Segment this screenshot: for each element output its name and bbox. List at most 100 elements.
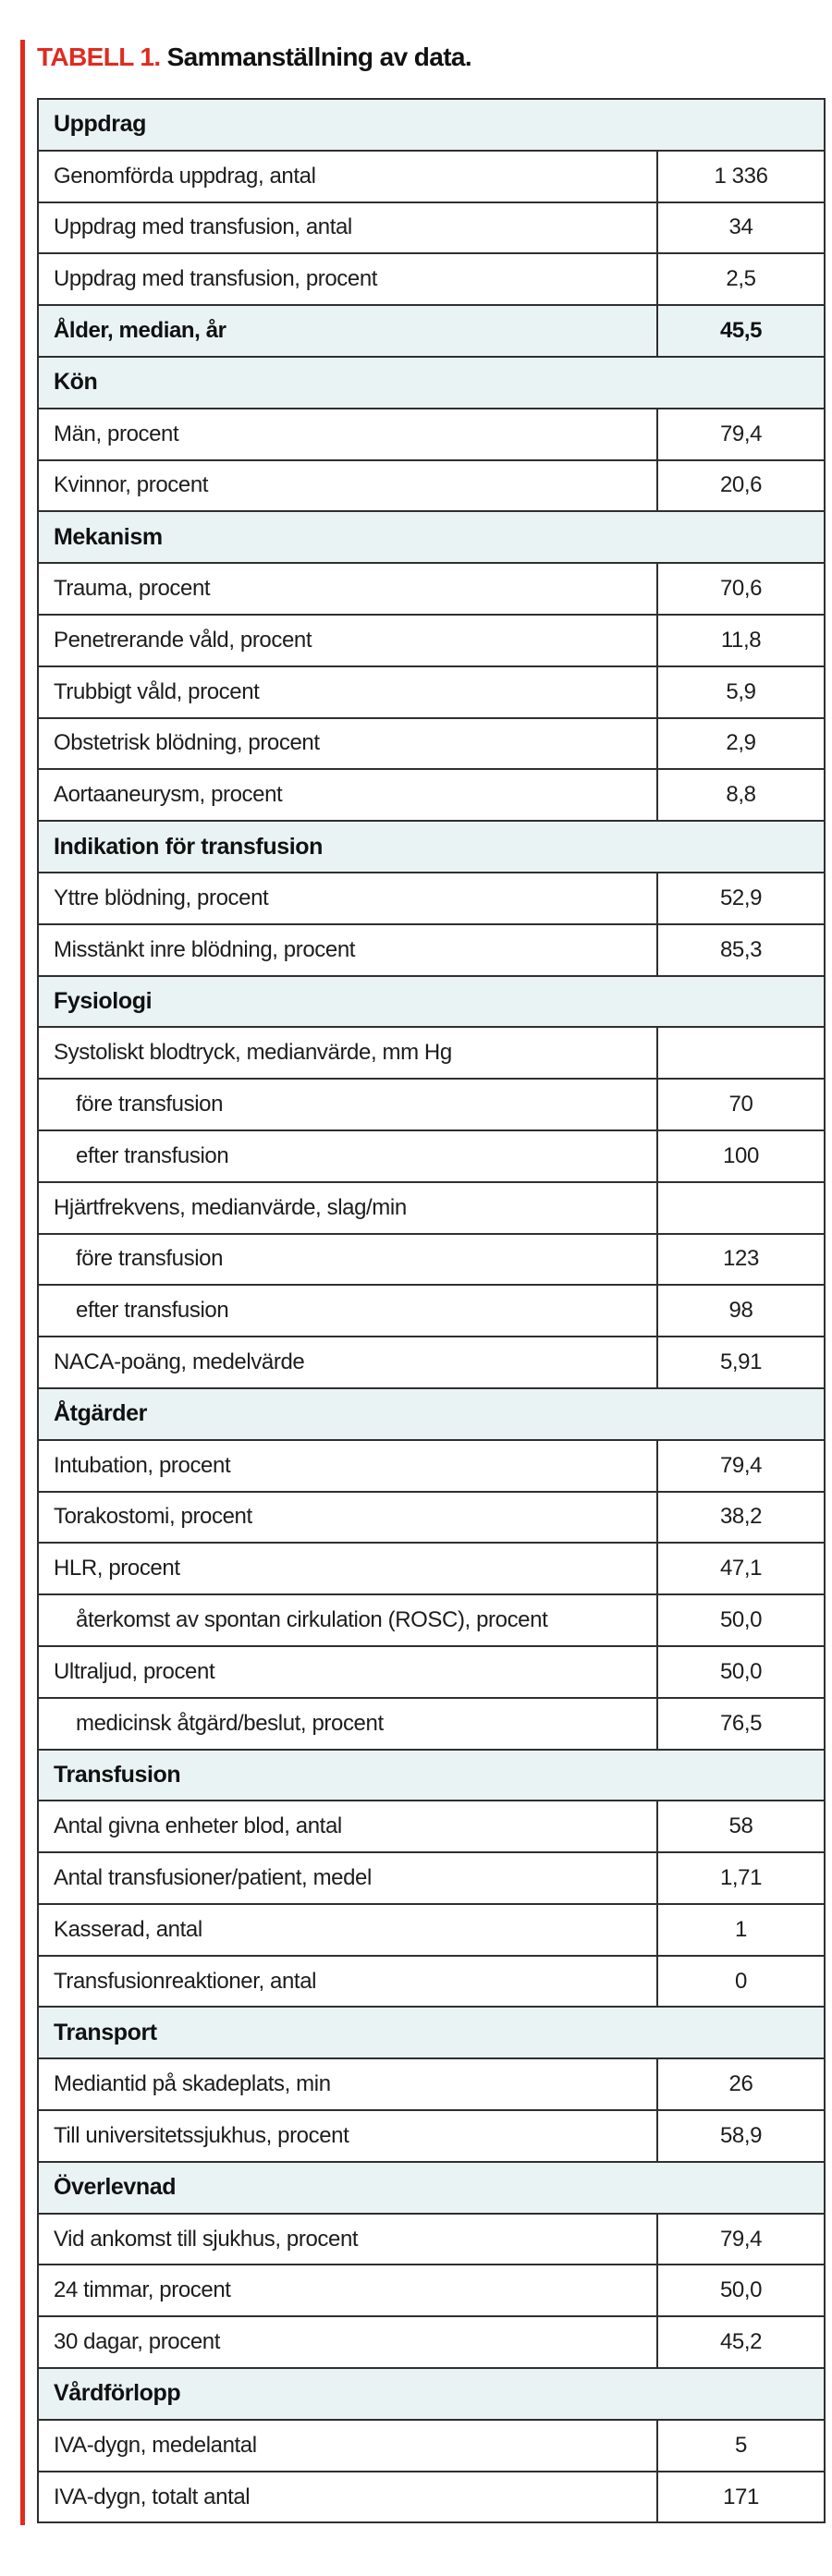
row-label: Genomförda uppdrag, antal <box>37 149 658 203</box>
row-label: före transfusion <box>37 1232 658 1287</box>
row-value: 5,9 <box>655 665 826 719</box>
table-number-label: TABELL 1. <box>37 43 161 71</box>
row-label: Ultraljud, procent <box>37 1644 658 1699</box>
table-row: HLR, procent 47,1 <box>37 1542 826 1596</box>
table-row: efter transfusion 98 <box>37 1284 826 1338</box>
row-value <box>655 1026 826 1080</box>
row-value: 26 <box>655 2057 826 2112</box>
table-row: före transfusion 70 <box>37 1078 826 1131</box>
row-label: Systoliskt blodtryck, medianvärde, mm Hg <box>37 1026 658 1080</box>
row-label: Misstänkt inre blödning, procent <box>37 922 658 977</box>
section-header-label: Transfusion <box>36 1748 826 1802</box>
row-value: 76,5 <box>655 1696 826 1751</box>
section-header-label: Mekanism <box>36 510 826 565</box>
table-row: 24 timmar, procent 50,0 <box>37 2264 826 2318</box>
row-label: Kvinnor, procent <box>37 458 658 513</box>
table-row: medicinsk åtgärd/beslut, procent 76,5 <box>37 1696 826 1751</box>
row-value: 45,2 <box>655 2315 826 2370</box>
section-header-row: Fysiologi <box>36 974 826 1029</box>
row-value: 79,4 <box>655 407 826 461</box>
row-label: Till universitetssjukhus, procent <box>37 2109 658 2163</box>
row-value: 1,71 <box>655 1851 826 1905</box>
section-header-label: Indikation för transfusion <box>36 820 826 873</box>
row-label: Antal transfusioner/patient, medel <box>37 1851 658 1905</box>
table-row: Misstänkt inre blödning, procent 85,3 <box>37 922 826 977</box>
row-label: Trauma, procent <box>37 562 658 616</box>
section-header-row: Transfusion <box>36 1748 826 1802</box>
section-header-row: Överlevnad <box>36 2160 826 2215</box>
row-value: 58 <box>655 1800 826 1854</box>
row-label: Uppdrag med transfusion, procent <box>37 252 658 307</box>
section-header-row: Vårdförlopp <box>36 2367 826 2421</box>
row-label: 24 timmar, procent <box>37 2264 658 2318</box>
row-value: 70 <box>655 1078 826 1131</box>
section-header-row: Uppdrag <box>36 98 826 152</box>
row-value: 52,9 <box>655 871 826 925</box>
table-row: Hjärtfrekvens, medianvärde, slag/min <box>37 1180 826 1235</box>
row-value: 100 <box>655 1129 826 1183</box>
row-value: 47,1 <box>655 1542 826 1596</box>
row-label: HLR, procent <box>37 1542 658 1596</box>
row-label: före transfusion <box>37 1078 658 1131</box>
row-value: 171 <box>655 2470 826 2524</box>
table-title: TABELL 1. Sammanställning av data. <box>37 43 824 72</box>
row-value: 5 <box>655 2418 826 2472</box>
row-value: 58,9 <box>655 2109 826 2163</box>
table-row: Aortaaneurysm, procent 8,8 <box>37 768 826 823</box>
section-header-label: Vårdförlopp <box>36 2367 826 2421</box>
summary-table: Uppdrag Genomförda uppdrag, antal 1 336 Upp… <box>36 98 826 2524</box>
section-header-label: Åtgärder <box>36 1386 826 1441</box>
row-label: medicinsk åtgärd/beslut, procent <box>37 1696 658 1751</box>
highlighted-table-row: Ålder, median, år 45,5 <box>37 304 826 358</box>
row-label: Vid ankomst till sjukhus, procent <box>37 2212 658 2266</box>
table-row: 30 dagar, procent 45,2 <box>37 2315 826 2370</box>
section-header-label: Fysiologi <box>36 974 826 1029</box>
article-table-figure: TABELL 1. Sammanställning av data. Uppdra… <box>36 43 826 2524</box>
row-label: IVA-dygn, totalt antal <box>37 2470 658 2524</box>
row-value: 50,0 <box>655 1593 826 1647</box>
row-label: Män, procent <box>37 407 658 461</box>
row-label: Torakostomi, procent <box>37 1490 658 1544</box>
table-row: Antal givna enheter blod, antal 58 <box>37 1800 826 1854</box>
table-row: Yttre blödning, procent 52,9 <box>37 871 826 925</box>
row-label: Ålder, median, år <box>37 304 658 358</box>
row-value: 20,6 <box>655 458 826 513</box>
row-label: Intubation, procent <box>37 1438 658 1493</box>
row-label: Obstetrisk blödning, procent <box>37 716 658 771</box>
row-label: Hjärtfrekvens, medianvärde, slag/min <box>37 1180 658 1235</box>
row-label: Uppdrag med transfusion, antal <box>37 201 658 255</box>
table-row: Ultraljud, procent 50,0 <box>37 1644 826 1699</box>
table-row: Intubation, procent 79,4 <box>37 1438 826 1493</box>
row-value: 123 <box>655 1232 826 1287</box>
table-row: efter transfusion 100 <box>37 1129 826 1183</box>
row-label: Kasserad, antal <box>37 1902 658 1957</box>
table-row: Obstetrisk blödning, procent 2,9 <box>37 716 826 771</box>
row-value: 38,2 <box>655 1490 826 1544</box>
row-value: 11,8 <box>655 613 826 667</box>
table-caption: Sammanställning av data. <box>166 43 472 71</box>
row-value: 1 <box>655 1902 826 1957</box>
table-row: Vid ankomst till sjukhus, procent 79,4 <box>37 2212 826 2266</box>
section-header-row: Kön <box>36 355 826 409</box>
row-value: 2,9 <box>655 716 826 771</box>
table-row: Torakostomi, procent 38,2 <box>37 1490 826 1544</box>
table-row: Penetrerande våld, procent 11,8 <box>37 613 826 667</box>
section-header-row: Transport <box>36 2006 826 2060</box>
row-label: Transfusionreaktioner, antal <box>37 1954 658 2008</box>
row-label: återkomst av spontan cirkulation (ROSC),… <box>37 1593 658 1647</box>
table-row: Systoliskt blodtryck, medianvärde, mm Hg <box>37 1026 826 1080</box>
table-row: NACA-poäng, medelvärde 5,91 <box>37 1336 826 1389</box>
row-value: 85,3 <box>655 922 826 977</box>
row-value: 2,5 <box>655 252 826 307</box>
row-value: 79,4 <box>655 1438 826 1493</box>
table-row: Uppdrag med transfusion, procent 2,5 <box>37 252 826 307</box>
row-value: 34 <box>655 201 826 255</box>
table-row: Mediantid på skadeplats, min 26 <box>37 2057 826 2112</box>
section-header-label: Kön <box>36 355 826 409</box>
row-value: 70,6 <box>655 562 826 616</box>
row-value: 50,0 <box>655 2264 826 2318</box>
section-header-label: Överlevnad <box>36 2160 826 2215</box>
table-row: IVA-dygn, totalt antal 171 <box>37 2470 826 2524</box>
row-value: 98 <box>655 1284 826 1338</box>
row-label: Trubbigt våld, procent <box>37 665 658 719</box>
